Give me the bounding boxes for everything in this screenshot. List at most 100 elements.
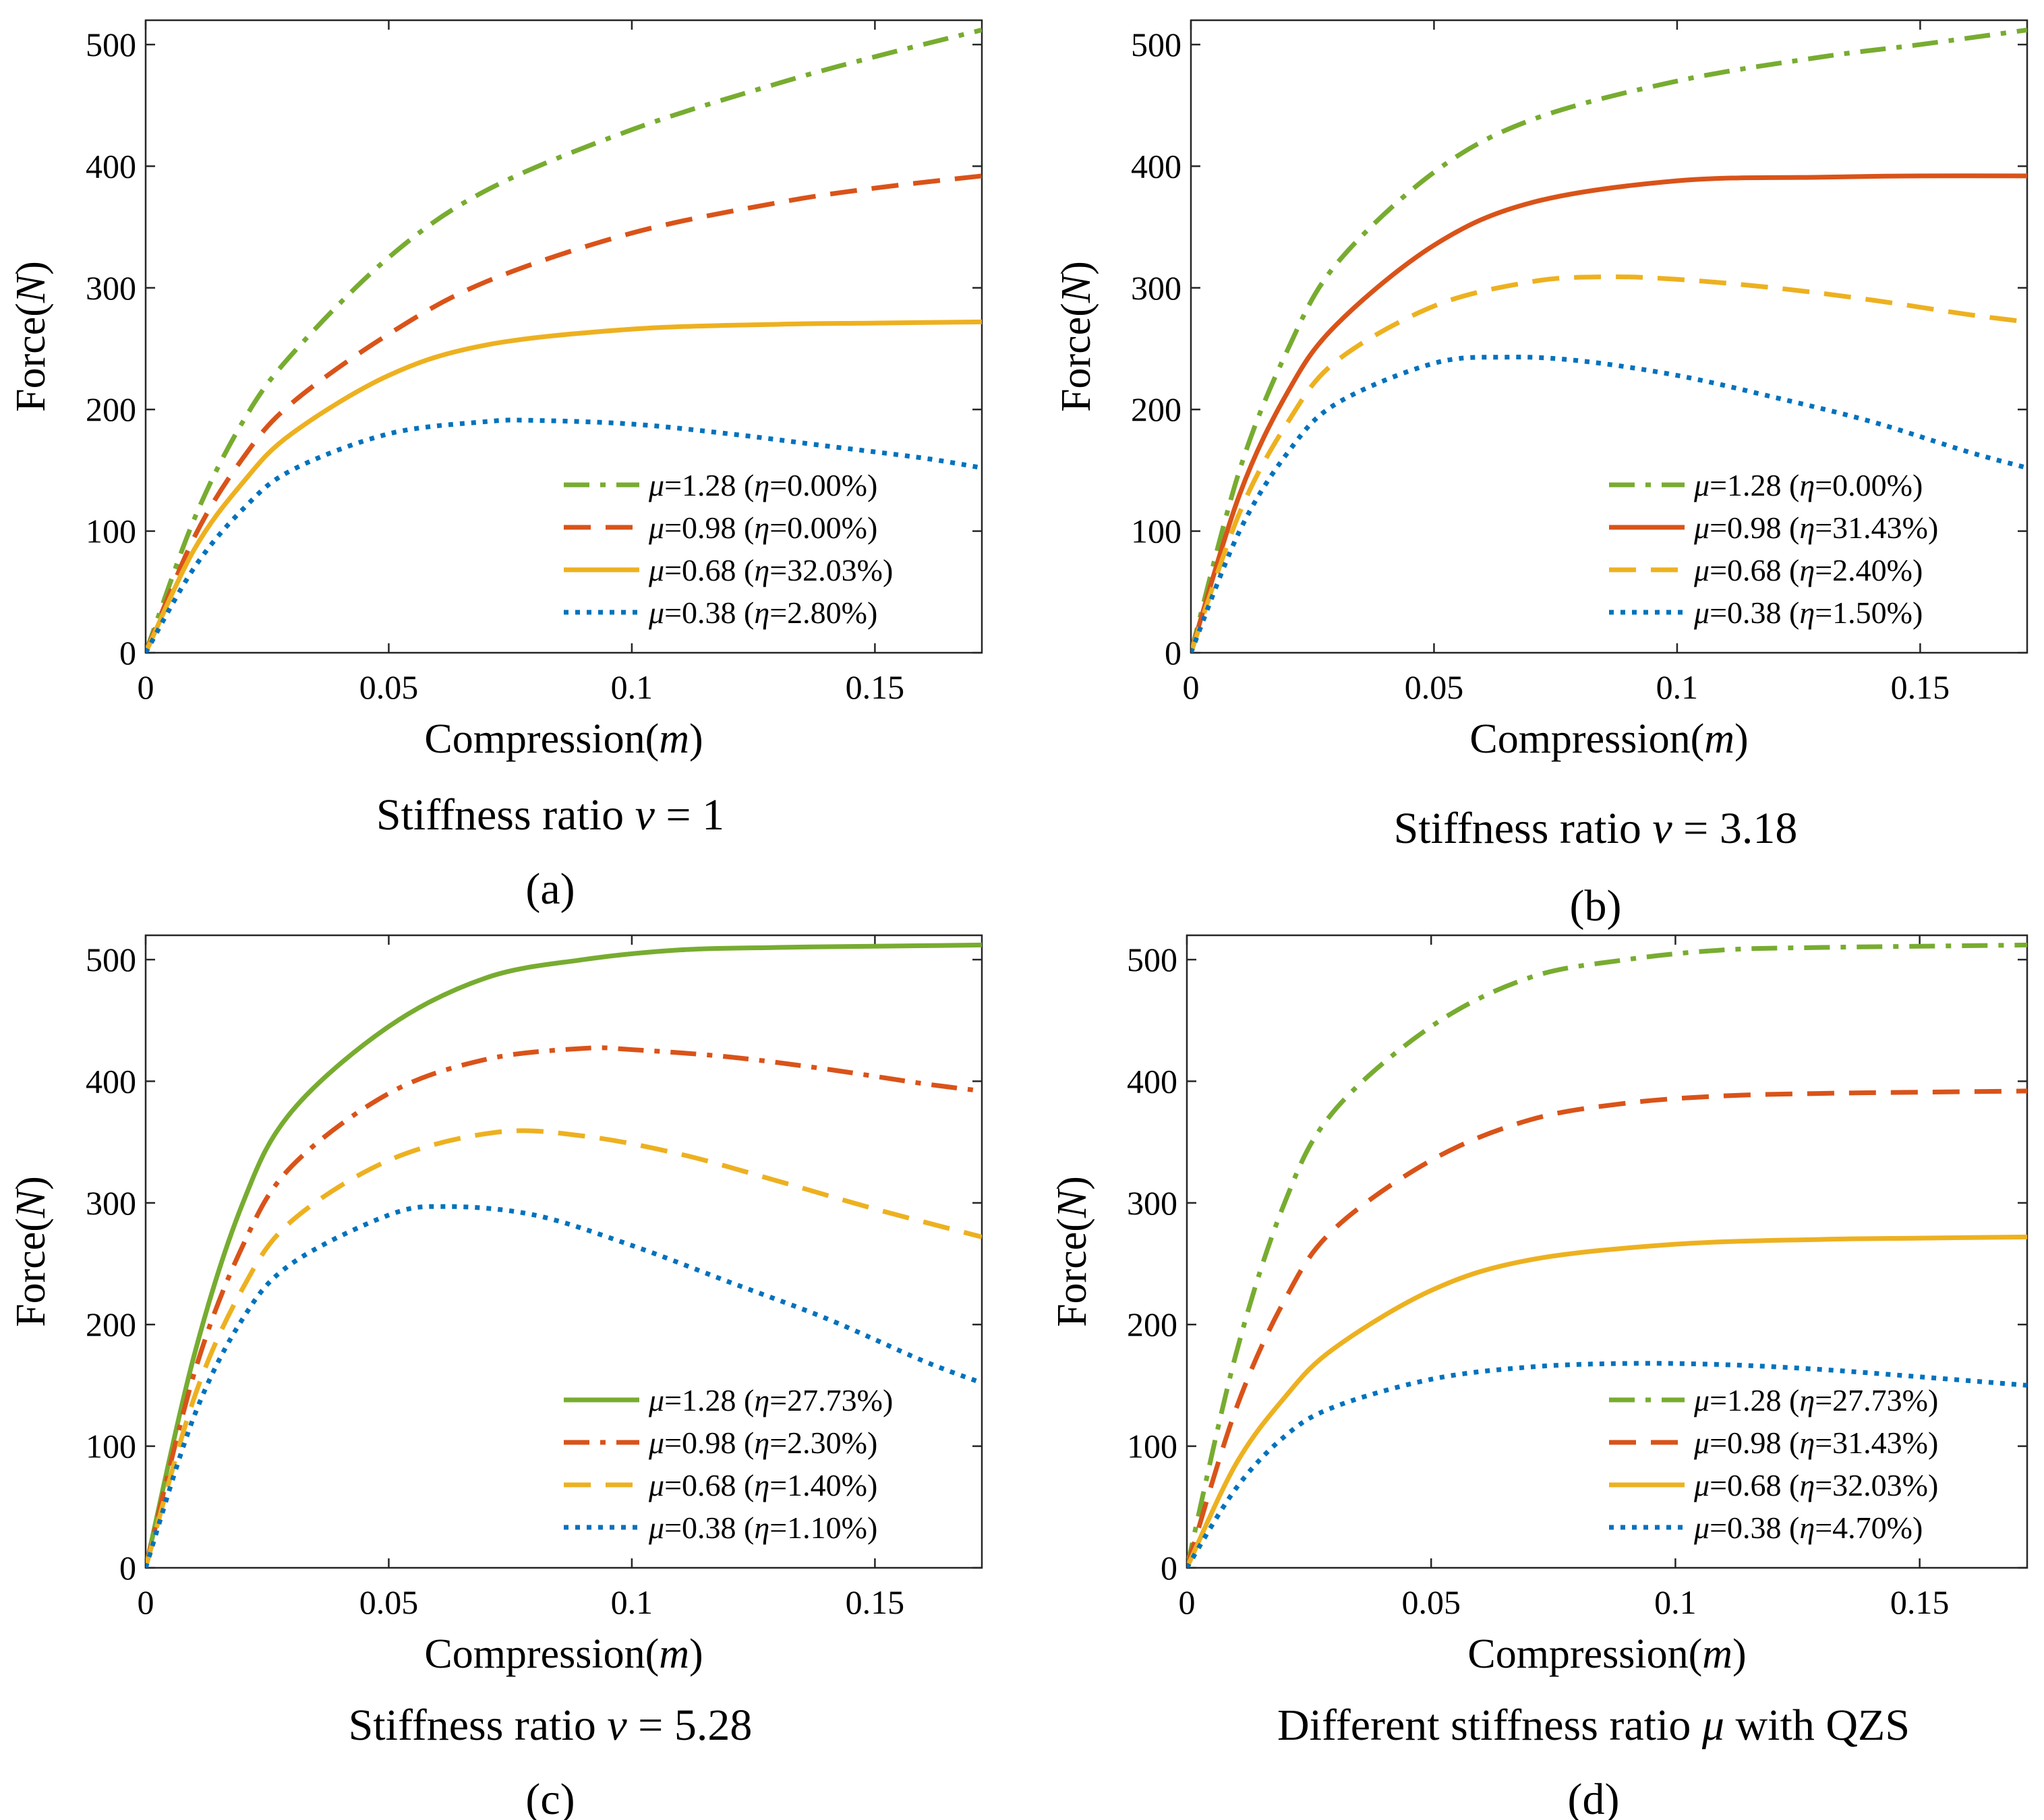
x-tick-label: 0.1 — [1654, 1583, 1697, 1621]
y-axis-label: Force(N) — [1053, 261, 1099, 412]
plot-area-a — [144, 19, 983, 654]
legend: μ=1.28 (η=27.73%) μ=0.98 (η=31.43%) μ=0.68… — [1609, 1383, 1938, 1545]
legend: μ=1.28 (η=27.73%) μ=0.98 (η=2.30%) μ=0.68 … — [564, 1383, 893, 1545]
y-tick-label: 0 — [1165, 634, 1181, 672]
x-tick-label: 0.05 — [1405, 668, 1464, 706]
x-tick-label: 0.05 — [359, 1583, 419, 1621]
x-axis-label: Compression(m) — [1467, 1631, 1746, 1677]
legend-label: μ=0.38 (η=4.70%) — [1693, 1510, 1923, 1545]
x-tick-label: 0.15 — [846, 1583, 905, 1621]
legend-label: μ=1.28 (η=0.00%) — [1693, 468, 1923, 502]
chart-subtitle: Different stiffness ratio μ with QZS — [1277, 1701, 1910, 1750]
y-tick-label: 500 — [1127, 941, 1177, 978]
y-tick-label: 200 — [1131, 390, 1181, 428]
y-tick-label: 100 — [1127, 1428, 1177, 1465]
y-tick-label: 300 — [86, 269, 136, 307]
x-axis-label: Compression(m) — [1469, 716, 1748, 762]
y-axis-label: Force(N) — [8, 1176, 54, 1327]
series-line-3 — [146, 1128, 982, 1568]
x-tick-label: 0.15 — [846, 668, 905, 706]
y-tick-label: 0 — [119, 1549, 136, 1587]
x-tick-label: 0 — [138, 1583, 154, 1621]
series-line-4 — [146, 417, 982, 653]
y-tick-label: 300 — [86, 1184, 136, 1222]
y-tick-label: 400 — [86, 1062, 136, 1100]
legend-label: μ=1.28 (η=27.73%) — [1693, 1383, 1938, 1417]
chart-subtitle: Stiffness ratio ν = 3.18 — [1394, 804, 1798, 853]
y-tick-label: 100 — [1131, 512, 1181, 550]
series-line-2 — [1187, 1088, 2027, 1568]
y-tick-label: 300 — [1127, 1184, 1177, 1222]
chart-panel-d: 0 0.05 0.1 0.15 0 100 200 300 400 500 Compression(… — [1049, 934, 2028, 1820]
series-line-3 — [1187, 1234, 2027, 1568]
legend-label: μ=0.98 (η=2.30%) — [648, 1426, 877, 1460]
series-line-2 — [146, 173, 982, 653]
series-line-2 — [1191, 173, 2027, 653]
legend-label: μ=0.98 (η=31.43%) — [1693, 1426, 1938, 1460]
x-tick-label: 0 — [1179, 1583, 1196, 1621]
legend-label: μ=0.38 (η=1.50%) — [1693, 595, 1923, 630]
panel-label: (b) — [1570, 881, 1622, 931]
x-tick-label: 0 — [138, 668, 154, 706]
x-tick-label: 0.1 — [1656, 668, 1699, 706]
chart-panel-b: 0 0.05 0.1 0.15 0 100 200 300 400 500 Compression(… — [1053, 19, 2028, 931]
legend-label: μ=0.68 (η=32.03%) — [1693, 1468, 1938, 1502]
x-tick-label: 0.05 — [359, 668, 419, 706]
chart-panel-a: 0 0.05 0.1 0.15 0 100 200 300 400 500 Compression(… — [8, 19, 983, 914]
chart-panel-c: 0 0.05 0.1 0.15 0 100 200 300 400 500 Compression(… — [8, 934, 983, 1820]
chart-subtitle: Stiffness ratio ν = 5.28 — [349, 1701, 753, 1750]
series-line-1 — [1191, 27, 2027, 653]
panel-label: (c) — [525, 1775, 575, 1820]
x-tick-label: 0 — [1183, 668, 1200, 706]
x-axis-label: Compression(m) — [424, 1631, 703, 1677]
y-axis-label: Force(N) — [1049, 1176, 1095, 1327]
plot-area-d — [1186, 934, 2028, 1569]
x-tick-label: 0.15 — [1891, 668, 1950, 706]
plot-area-c — [144, 934, 983, 1569]
y-tick-label: 200 — [86, 390, 136, 428]
x-tick-label: 0.1 — [611, 668, 653, 706]
y-tick-label: 200 — [1127, 1305, 1177, 1343]
legend-label: μ=0.38 (η=1.10%) — [648, 1510, 877, 1545]
legend-label: μ=0.98 (η=0.00%) — [648, 510, 877, 545]
y-tick-label: 400 — [1131, 147, 1181, 185]
legend-label: μ=0.68 (η=32.03%) — [648, 553, 893, 587]
series-line-4 — [146, 1204, 982, 1568]
legend-label: μ=1.28 (η=0.00%) — [648, 468, 877, 502]
y-tick-label: 400 — [1127, 1062, 1177, 1100]
plot-area-b — [1190, 19, 2028, 654]
series-line-1 — [146, 28, 982, 653]
series-line-4 — [1187, 1361, 2027, 1568]
y-axis-label: Force(N) — [8, 261, 54, 412]
series-line-1 — [1187, 942, 2027, 1568]
y-tick-label: 0 — [119, 634, 136, 672]
series-line-3 — [1191, 274, 2027, 653]
y-tick-label: 200 — [86, 1305, 136, 1343]
panel-label: (a) — [525, 864, 575, 914]
legend-label: μ=0.68 (η=1.40%) — [648, 1468, 877, 1502]
legend-label: μ=0.68 (η=2.40%) — [1693, 553, 1923, 587]
y-tick-label: 300 — [1131, 269, 1181, 307]
x-tick-label: 0.1 — [611, 1583, 653, 1621]
y-tick-label: 400 — [86, 147, 136, 185]
series-line-3 — [146, 319, 982, 653]
x-axis-label: Compression(m) — [424, 716, 703, 762]
panel-label: (d) — [1568, 1775, 1620, 1820]
y-tick-label: 500 — [86, 941, 136, 978]
series-line-1 — [146, 942, 982, 1568]
x-tick-label: 0.15 — [1890, 1583, 1950, 1621]
y-tick-label: 500 — [1131, 26, 1181, 63]
x-tick-label: 0.05 — [1401, 1583, 1461, 1621]
y-tick-label: 0 — [1161, 1549, 1177, 1587]
legend-label: μ=0.98 (η=31.43%) — [1693, 510, 1938, 545]
legend-label: μ=1.28 (η=27.73%) — [648, 1383, 893, 1417]
y-tick-label: 500 — [86, 26, 136, 63]
legend: μ=1.28 (η=0.00%) μ=0.98 (η=0.00%) μ=0.68 (… — [564, 468, 893, 630]
legend: μ=1.28 (η=0.00%) μ=0.98 (η=31.43%) μ=0.68 … — [1609, 468, 1938, 630]
y-tick-label: 100 — [86, 1428, 136, 1465]
chart-subtitle: Stiffness ratio ν = 1 — [376, 790, 724, 840]
legend-label: μ=0.38 (η=2.80%) — [648, 595, 877, 630]
y-tick-label: 100 — [86, 512, 136, 550]
